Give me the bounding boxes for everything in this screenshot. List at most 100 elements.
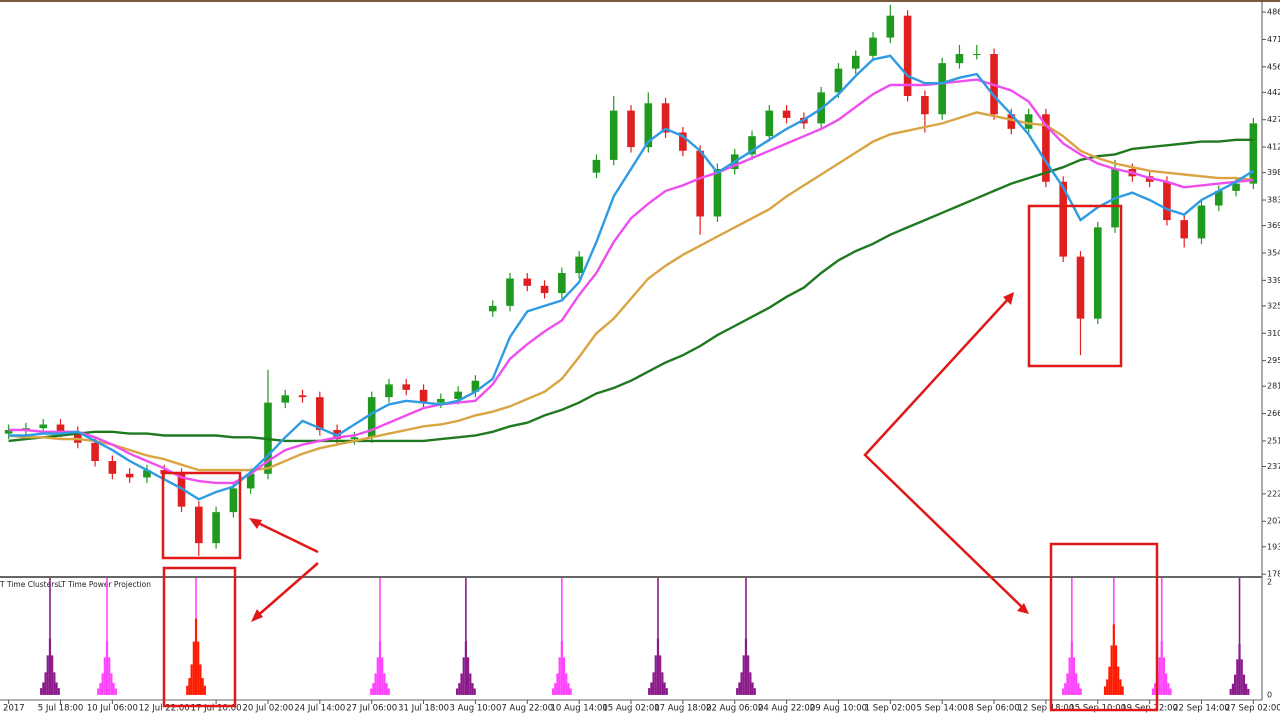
cluster-bar (1114, 645, 1118, 695)
cluster-bar (554, 683, 557, 695)
candle-body (229, 488, 238, 513)
cluster-bar (1066, 673, 1069, 695)
highlight-box (161, 471, 242, 560)
cluster-bar (46, 655, 49, 695)
cluster-bar (469, 673, 472, 695)
x-tick-label: 5 Jul 18:00 (38, 704, 84, 714)
data-layer: 178 193 207 222 237 251 266 281 295 310 325 339 354 3… (0, 4, 1280, 714)
x-tick-label: 12 Jul 22:00 (139, 704, 190, 714)
highlight-box (1027, 204, 1123, 368)
annotations (161, 204, 1159, 712)
cluster-bar (665, 688, 668, 695)
candle-body (1007, 114, 1016, 129)
cluster-bar (1151, 688, 1155, 695)
cluster-bar (48, 638, 52, 695)
y-tick-label: 471 (1267, 35, 1280, 44)
arrowheads (249, 292, 1029, 622)
cluster-bar (1121, 686, 1124, 695)
cluster-bar (44, 672, 47, 695)
candle-body (212, 512, 220, 544)
cluster-bar (462, 657, 465, 695)
y-tick-label: 266 (1267, 409, 1280, 418)
x-tick-label: 12 Sep 18:00 (1018, 704, 1075, 714)
x-tick-label: 29 Aug 10:00 (810, 704, 867, 714)
highlight-box (1049, 542, 1159, 712)
cluster-bar (753, 688, 756, 695)
x-tick-label: 22 Sep 14:00 (1173, 704, 1230, 714)
cluster-bar (654, 655, 657, 695)
cluster-bar (40, 688, 43, 695)
candle-body (143, 470, 151, 478)
cluster-bar (1119, 679, 1122, 695)
arrow (253, 519, 319, 554)
candle-body (1180, 220, 1189, 239)
cluster-bar (562, 657, 566, 695)
x-tick-label: 10 Aug 14:00 (550, 704, 607, 714)
arrowhead (1003, 292, 1014, 305)
candle-body (592, 159, 601, 173)
cluster-bar (190, 664, 193, 695)
x-tick-label: ul 2017 (0, 704, 25, 714)
indicator-label: T Time Clusters (0, 580, 58, 589)
cluster-bar (1110, 645, 1113, 695)
cluster-bar (197, 641, 200, 695)
cluster-bar (650, 682, 653, 695)
y-tick-label: 383 (1267, 196, 1280, 205)
cluster-bar (101, 673, 104, 695)
moving-average (8, 138, 1254, 443)
highlight-box (162, 566, 237, 708)
cluster-bar (57, 688, 60, 695)
y-tick-label: 325 (1267, 301, 1280, 310)
candle-body (523, 278, 532, 286)
cluster-bar (1234, 674, 1237, 695)
candle-body (350, 437, 359, 440)
y-tick-label: 251 (1267, 436, 1280, 445)
cluster-bar (203, 685, 206, 695)
cluster-bar (751, 682, 754, 695)
x-tick-label: 24 Jul 14:00 (294, 704, 345, 714)
cluster-bar (51, 655, 54, 695)
candle-body (644, 103, 653, 148)
candle-body (575, 256, 583, 274)
candle-body (558, 273, 566, 294)
cluster-bar (385, 683, 388, 695)
candle-body (73, 431, 82, 443)
cluster-bar (372, 683, 375, 695)
cluster-bar (199, 664, 202, 695)
x-tick-label: 22 Aug 06:00 (706, 704, 763, 714)
candle-body (782, 110, 791, 118)
candle-body (108, 461, 117, 474)
cluster-bar (114, 688, 117, 695)
cluster-bar (661, 672, 664, 695)
candle-body (91, 442, 99, 462)
cluster-bar (103, 657, 106, 695)
y-tick-label: 178 (1267, 570, 1280, 579)
x-tick-label: 7 Aug 22:00 (501, 704, 553, 714)
x-tick-label: 5 Sep 14:00 (917, 704, 968, 714)
candle-body (177, 473, 186, 507)
candle-body (696, 150, 704, 217)
candle-body (661, 103, 670, 133)
cluster-bar (1068, 657, 1071, 695)
y-tick-label: 456 (1267, 62, 1280, 71)
indicator-label: LT Time Power Projection (58, 580, 151, 589)
candle-body (1024, 114, 1033, 129)
cluster-bar (736, 688, 739, 695)
cluster-bar (110, 673, 113, 695)
cluster-bar (567, 683, 570, 695)
cluster-bar (1231, 683, 1235, 695)
cluster-bar (565, 673, 568, 695)
cluster-bar (105, 641, 109, 695)
cluster-bar (656, 638, 660, 695)
y-tick-label: 281 (1267, 382, 1280, 391)
y-tick-label: 295 (1267, 356, 1280, 365)
candle-body (627, 110, 635, 148)
y-tick-label: 2 (1267, 577, 1272, 586)
cluster-bar (740, 672, 743, 695)
cluster-bar (1108, 666, 1111, 695)
cluster-bar (569, 688, 572, 695)
cluster-bar (663, 682, 666, 695)
cluster-bar (186, 685, 189, 695)
cluster-bar (467, 657, 470, 695)
cluster-bar (558, 657, 561, 695)
